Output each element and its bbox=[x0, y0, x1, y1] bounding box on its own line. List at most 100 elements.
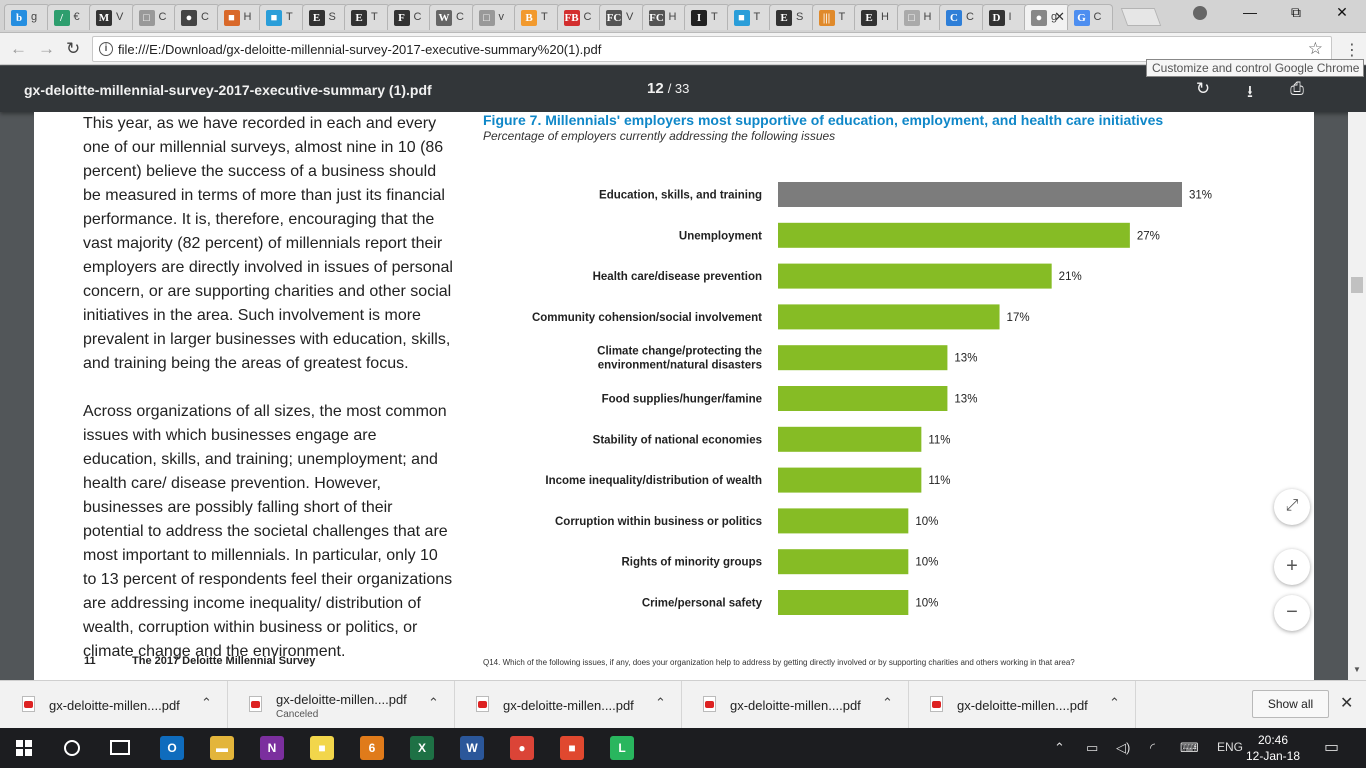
rotate-icon[interactable]: ↻ bbox=[1195, 79, 1211, 98]
browser-tab[interactable]: ■ H bbox=[216, 4, 263, 30]
download-menu-chevron-icon[interactable]: ⌃ bbox=[428, 695, 439, 710]
keyboard-icon[interactable]: ⌨ bbox=[1180, 740, 1199, 755]
download-item[interactable]: gx-deloitte-millen....pdf ⌃ bbox=[681, 681, 909, 729]
windows-start-icon[interactable] bbox=[16, 740, 32, 756]
browser-tab[interactable]: ● C bbox=[174, 4, 220, 30]
download-menu-chevron-icon[interactable]: ⌃ bbox=[882, 695, 893, 710]
browser-tab[interactable]: ||| T bbox=[811, 4, 858, 30]
tray-overflow-icon[interactable]: ⌃ bbox=[1054, 740, 1065, 755]
download-item[interactable]: gx-deloitte-millen....pdf Canceled ⌃ bbox=[227, 681, 455, 729]
tab-title: H bbox=[881, 11, 889, 23]
wifi-icon[interactable]: ◜ bbox=[1150, 740, 1156, 755]
browser-tab[interactable]: ● g ✕ bbox=[1024, 4, 1070, 30]
browser-tab[interactable]: ■ T bbox=[726, 4, 773, 30]
browser-tab[interactable]: FB C bbox=[556, 4, 603, 30]
notifications-icon[interactable]: ▭ bbox=[1324, 739, 1340, 756]
download-menu-chevron-icon[interactable]: ⌃ bbox=[655, 695, 666, 710]
zoom-out-button[interactable]: − bbox=[1274, 595, 1310, 631]
download-item[interactable]: gx-deloitte-millen....pdf ⌃ bbox=[908, 681, 1136, 729]
download-filename: gx-deloitte-millen....pdf bbox=[49, 698, 180, 713]
volume-icon[interactable]: ◁) bbox=[1116, 740, 1131, 755]
browser-tab[interactable]: ■ T bbox=[259, 4, 305, 30]
value-label: 10% bbox=[915, 598, 938, 610]
back-button[interactable]: ← bbox=[10, 39, 27, 58]
tab-title: C bbox=[456, 11, 464, 23]
bar bbox=[778, 386, 948, 411]
tab-close-icon[interactable]: ✕ bbox=[1054, 9, 1065, 24]
taskbar-app-icon[interactable]: ■ bbox=[560, 736, 584, 760]
tab-title: H bbox=[243, 11, 252, 23]
new-tab-button[interactable] bbox=[1120, 8, 1162, 26]
battery-icon[interactable]: ▭ bbox=[1086, 740, 1099, 755]
browser-tab[interactable]: □ H bbox=[896, 4, 943, 30]
taskbar-app-icon[interactable]: ▬ bbox=[210, 736, 234, 760]
taskbar-app-icon[interactable]: L bbox=[610, 736, 634, 760]
tab-strip: b g / € M V □ C ● C ■ H ■ T E S E T F C W C □ v B T FB C FC V FC H I T ■ T E… bbox=[0, 0, 1366, 33]
clock[interactable]: 20:46 12-Jan-18 bbox=[1244, 732, 1302, 764]
print-icon[interactable]: ⎙ bbox=[1290, 79, 1304, 98]
scrollbar-thumb[interactable] bbox=[1351, 277, 1363, 293]
category-label: Corruption within business or politics bbox=[555, 516, 762, 528]
tab-favicon-icon: ■ bbox=[266, 10, 282, 26]
chrome-menu-icon[interactable]: ⋮ bbox=[1344, 42, 1360, 59]
taskbar-app-icon[interactable]: O bbox=[160, 736, 184, 760]
forward-button[interactable]: → bbox=[38, 39, 55, 58]
taskbar-app-icon[interactable]: 6 bbox=[360, 736, 384, 760]
taskbar-app-icon[interactable]: ■ bbox=[310, 736, 334, 760]
close-download-bar-icon[interactable]: ✕ bbox=[1340, 695, 1354, 712]
minimize-button[interactable]: — bbox=[1243, 4, 1257, 20]
tab-favicon-icon: E bbox=[776, 10, 792, 26]
show-all-button[interactable]: Show all bbox=[1252, 690, 1329, 718]
current-page-input[interactable]: 12 bbox=[647, 80, 664, 97]
profile-icon[interactable] bbox=[1193, 6, 1207, 20]
address-bar[interactable]: i file:///E:/Download/gx-deloitte-millen… bbox=[92, 36, 1332, 62]
taskbar-app-icon[interactable]: ● bbox=[510, 736, 534, 760]
download-item[interactable]: gx-deloitte-millen....pdf ⌃ bbox=[0, 681, 228, 729]
info-icon[interactable]: i bbox=[99, 42, 113, 56]
browser-tab[interactable]: FC V bbox=[599, 4, 645, 30]
maximize-button[interactable]: ⧉ bbox=[1291, 4, 1301, 20]
browser-tab[interactable]: FC H bbox=[641, 4, 688, 30]
scrollbar[interactable]: ▼ bbox=[1348, 112, 1366, 680]
cortana-icon[interactable] bbox=[64, 740, 80, 756]
download-item[interactable]: gx-deloitte-millen....pdf ⌃ bbox=[454, 681, 682, 729]
zoom-in-button[interactable]: + bbox=[1274, 549, 1310, 585]
taskbar-app-icon[interactable]: X bbox=[410, 736, 434, 760]
bar bbox=[778, 345, 948, 371]
task-view-icon[interactable] bbox=[110, 740, 130, 755]
footer-title: The 2017 Deloitte Millennial Survey bbox=[132, 655, 316, 667]
close-window-button[interactable]: ✕ bbox=[1336, 4, 1348, 20]
download-menu-chevron-icon[interactable]: ⌃ bbox=[1109, 695, 1120, 710]
bookmark-star-icon[interactable]: ☆ bbox=[1307, 39, 1323, 58]
footer-page-number: 11 bbox=[84, 655, 96, 667]
tab-title: C bbox=[158, 11, 167, 23]
browser-tab[interactable]: □ C bbox=[131, 4, 178, 30]
url-text[interactable]: file:///E:/Download/gx-deloitte-millenni… bbox=[118, 42, 602, 57]
download-menu-chevron-icon[interactable]: ⌃ bbox=[201, 695, 212, 710]
taskbar-app-icon[interactable]: W bbox=[460, 736, 484, 760]
reload-button[interactable]: ↻ bbox=[66, 39, 81, 58]
pdf-page: This year, as we have recorded in each a… bbox=[34, 112, 1314, 680]
scroll-down-arrow[interactable]: ▼ bbox=[1353, 665, 1361, 674]
browser-tab[interactable]: □ v bbox=[471, 4, 518, 30]
download-icon[interactable]: ⭳ bbox=[1247, 82, 1253, 101]
taskbar-app-icon[interactable]: N bbox=[260, 736, 284, 760]
language-indicator[interactable]: ENG bbox=[1217, 740, 1244, 754]
tab-title: T bbox=[753, 11, 761, 23]
browser-tab[interactable]: / € bbox=[46, 4, 93, 30]
category-label: Stability of national economies bbox=[593, 434, 762, 446]
fit-to-page-button[interactable]: ⤢ bbox=[1274, 489, 1310, 525]
